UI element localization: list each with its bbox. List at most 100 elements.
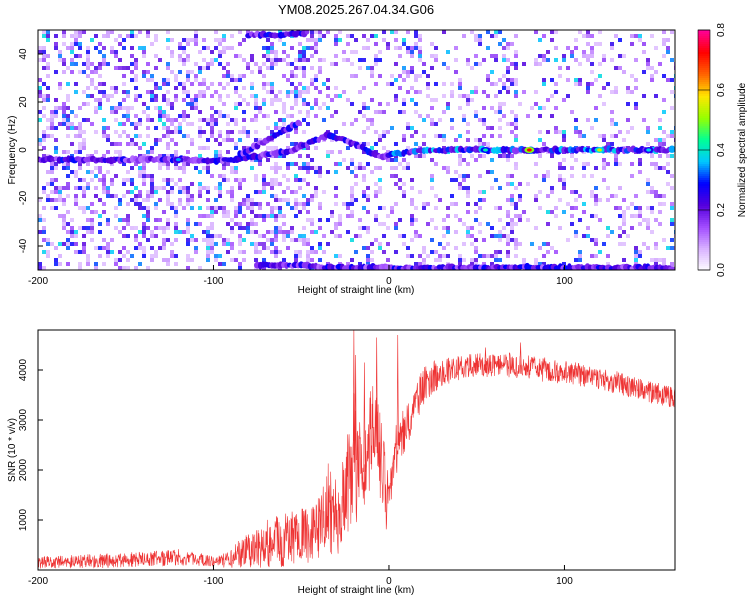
heatmap-cell: [378, 138, 382, 142]
colorbar-swatch: [698, 128, 710, 131]
heatmap-cell: [662, 238, 666, 242]
heatmap-cell: [118, 150, 122, 154]
heatmap-cell: [334, 110, 338, 114]
heatmap-cell: [234, 210, 238, 214]
heatmap-cell: [222, 114, 226, 118]
heatmap-cell: [286, 202, 290, 206]
heatmap-cell: [42, 250, 46, 254]
heatmap-cell: [126, 106, 130, 110]
heatmap-cell: [622, 198, 626, 202]
heatmap-cell: [174, 210, 178, 214]
heatmap-cell: [646, 62, 650, 66]
heatmap-cell: [518, 194, 522, 198]
heatmap-cell: [546, 250, 550, 254]
heatmap-cell: [582, 174, 586, 178]
heatmap-cell: [274, 122, 278, 126]
heatmap-cell: [538, 106, 542, 110]
heatmap-cell: [666, 170, 670, 174]
heatmap-cell: [98, 106, 102, 110]
heatmap-cell: [94, 262, 98, 266]
heatmap-cell: [450, 82, 454, 86]
heatmap-cell: [274, 94, 278, 98]
heatmap-cell: [482, 190, 486, 194]
heatmap-cell: [182, 62, 186, 66]
heatmap-cell: [126, 114, 130, 118]
heatmap-cell: [238, 238, 242, 242]
colorbar-swatch: [698, 146, 710, 149]
heatmap-cell: [358, 162, 362, 166]
colorbar-swatch: [698, 66, 710, 69]
heatmap-cell: [234, 258, 238, 262]
heatmap-cell: [310, 46, 314, 50]
heatmap-cell: [186, 78, 190, 82]
heatmap-cell: [74, 134, 78, 138]
heatmap-cell: [142, 154, 146, 158]
heatmap-cell: [174, 230, 178, 234]
heatmap-cell: [86, 206, 90, 210]
heatmap-cell: [42, 94, 46, 98]
heatmap-cell: [194, 166, 198, 170]
heatmap-cell: [178, 54, 182, 58]
colorbar-swatch: [698, 182, 710, 185]
heatmap-cell: [646, 226, 650, 230]
heatmap-cell: [138, 30, 142, 34]
heatmap-cell: [518, 102, 522, 106]
heatmap-cell: [186, 150, 190, 154]
heatmap-cell: [226, 190, 230, 194]
heatmap-cell: [246, 194, 250, 198]
heatmap-cell: [262, 242, 266, 246]
heatmap-cell: [74, 230, 78, 234]
heatmap-cell: [374, 142, 378, 146]
heatmap-cell: [542, 178, 546, 182]
heatmap-cell: [366, 210, 370, 214]
heatmap-cell: [310, 250, 314, 254]
heatmap-cell: [358, 166, 362, 170]
heatmap-cell: [498, 218, 502, 222]
colorbar-swatch: [698, 212, 710, 215]
heatmap-cell: [294, 238, 298, 242]
heatmap-cell: [238, 210, 242, 214]
heatmap-cell: [446, 254, 450, 258]
heatmap-cell: [54, 258, 58, 262]
colorbar-swatch: [698, 254, 710, 257]
heatmap-cell: [634, 214, 638, 218]
heatmap-cell: [290, 114, 294, 118]
heatmap-cell: [274, 254, 278, 258]
heatmap-cell: [414, 74, 418, 78]
heatmap-cell: [250, 166, 254, 170]
heatmap-cell: [418, 114, 422, 118]
colorbar-swatch: [698, 186, 710, 189]
heatmap-cell: [506, 86, 510, 90]
heatmap-cell: [410, 70, 414, 74]
heatmap-cell: [594, 254, 598, 258]
heatmap-cell: [130, 62, 134, 66]
heatmap-cell: [126, 250, 130, 254]
heatmap-cell: [138, 246, 142, 250]
heatmap-cell: [286, 166, 290, 170]
heatmap-cell: [406, 126, 410, 130]
heatmap-cell: [270, 42, 274, 46]
heatmap-cell: [130, 142, 134, 146]
colorbar-swatch: [698, 214, 710, 217]
heatmap-cell: [602, 134, 606, 138]
heatmap-cell: [382, 110, 386, 114]
heatmap-cell: [238, 78, 242, 82]
heatmap-cell: [258, 202, 262, 206]
heatmap-cell: [254, 106, 258, 110]
heatmap-cell: [338, 218, 342, 222]
heatmap-cell: [506, 42, 510, 46]
heatmap-cell: [514, 238, 518, 242]
heatmap-cell: [126, 190, 130, 194]
heatmap-cell: [618, 162, 622, 166]
heatmap-cell: [414, 30, 418, 34]
heatmap-cell: [418, 254, 422, 258]
heatmap-cell: [658, 118, 662, 122]
heatmap-cell: [250, 202, 254, 206]
heatmap-cell: [130, 226, 134, 230]
heatmap-cell: [330, 210, 334, 214]
heatmap-cell: [150, 42, 154, 46]
heatmap-cell: [306, 90, 310, 94]
heatmap-cell: [346, 230, 350, 234]
heatmap-cell: [294, 174, 298, 178]
heatmap-cell: [210, 210, 214, 214]
